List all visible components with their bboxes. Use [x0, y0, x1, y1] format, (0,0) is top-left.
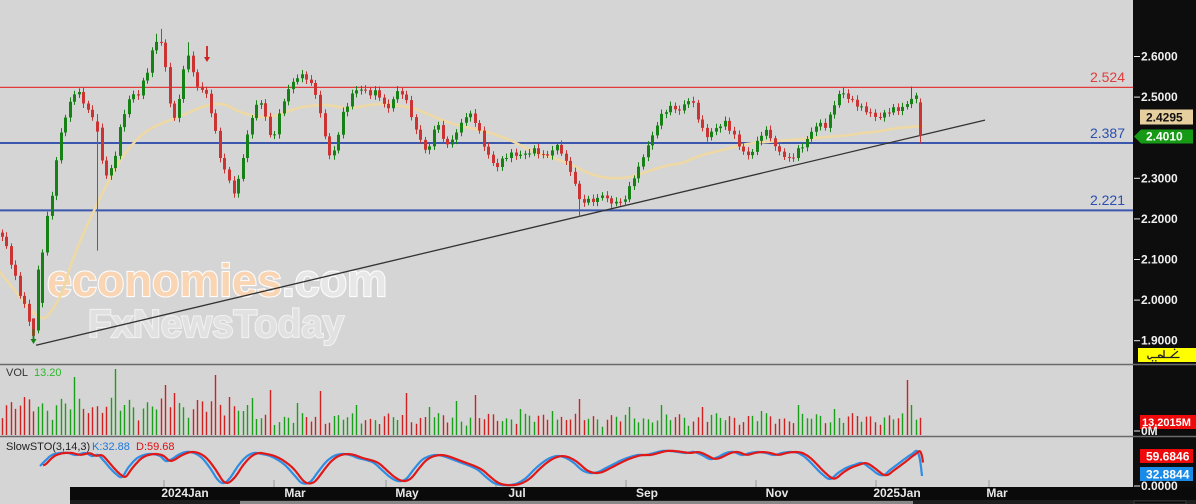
svg-text:Mar: Mar [284, 486, 306, 500]
svg-text:2.4010: 2.4010 [1146, 130, 1183, 144]
svg-text:32.8844: 32.8844 [1146, 468, 1190, 482]
svg-text:2.524: 2.524 [1090, 69, 1125, 85]
svg-text:2.6000: 2.6000 [1141, 50, 1178, 64]
svg-text:May: May [395, 486, 419, 500]
svg-text:2.5000: 2.5000 [1141, 90, 1178, 104]
svg-text:2.4295: 2.4295 [1146, 111, 1183, 125]
svg-text:2.2000: 2.2000 [1141, 212, 1178, 226]
svg-text:D:59.68: D:59.68 [136, 441, 175, 453]
svg-text:2.1000: 2.1000 [1141, 253, 1178, 267]
svg-text:SlowSTO(3,14,3): SlowSTO(3,14,3) [6, 441, 90, 453]
svg-text:2024Jan: 2024Jan [161, 486, 208, 500]
svg-text:0M: 0M [1141, 424, 1158, 438]
svg-text:13.20: 13.20 [34, 367, 62, 379]
svg-text:Nov: Nov [766, 486, 789, 500]
svg-text:2.0000: 2.0000 [1141, 293, 1178, 307]
svg-text:Sep: Sep [636, 486, 658, 500]
svg-text:economies.com: economies.com [47, 255, 387, 306]
svg-text:59.6846: 59.6846 [1146, 450, 1190, 464]
svg-text:2025Jan: 2025Jan [873, 486, 920, 500]
svg-text:2.221: 2.221 [1090, 192, 1125, 208]
svg-text:K:32.88: K:32.88 [92, 441, 130, 453]
svg-text:2.3000: 2.3000 [1141, 171, 1178, 185]
svg-text:13.2015M: 13.2015M [1142, 417, 1191, 429]
svg-text:0.0000: 0.0000 [1141, 479, 1178, 493]
svg-text:Jul: Jul [508, 486, 525, 500]
svg-text:VOL: VOL [6, 367, 28, 379]
svg-text:Mar: Mar [986, 486, 1008, 500]
svg-text:FxNewsToday: FxNewsToday [88, 303, 345, 346]
svg-text:1.9000: 1.9000 [1141, 334, 1178, 348]
svg-text:2.387: 2.387 [1090, 125, 1125, 141]
